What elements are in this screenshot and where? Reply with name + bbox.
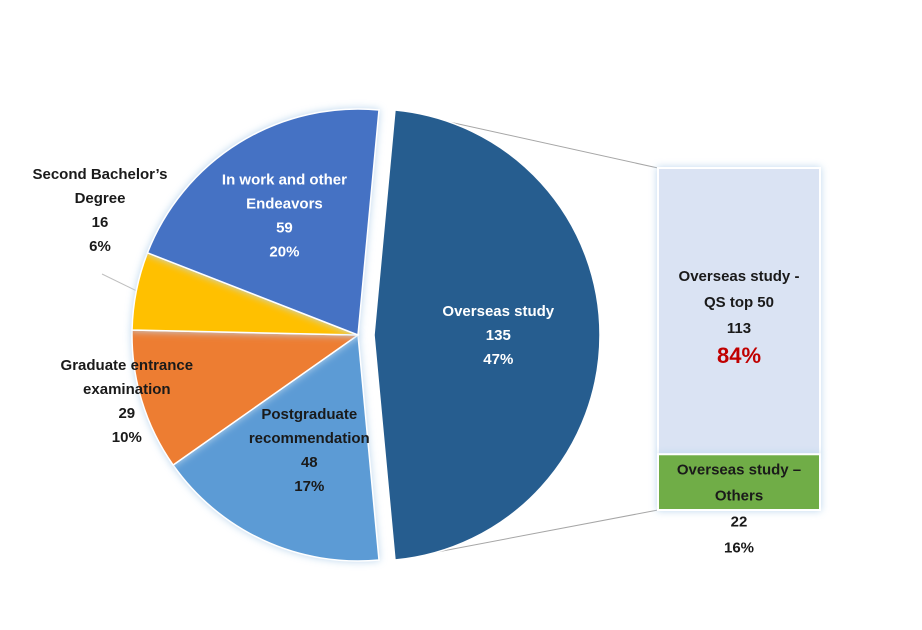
pie-slice-graduate-entrance-examination: [131, 329, 361, 467]
leader-line-second-bachelor: [101, 273, 137, 292]
pie-label-overseas-study: Overseas study 135 47%: [442, 303, 554, 368]
pie-slice-in-work-and-other-endeavors: [146, 108, 380, 337]
pie-label-postgraduate-recommendation: Postgraduate recommendation 48 17%: [249, 406, 370, 495]
pie-label-in-work-and-other-endeavors: In work and other Endeavors 59 20%: [222, 172, 347, 261]
pie-slice-postgraduate-recommendation: [172, 333, 380, 562]
bar-segment-overseas-study-others: [657, 453, 821, 511]
pie-slice-overseas-study: [373, 109, 601, 561]
pie-label-graduate-entrance-examination: Graduate entrance examination 29 10%: [61, 357, 194, 446]
bar-label-overseas-study-qs-top-50: Overseas study -QS top 50 113 84%: [679, 268, 800, 368]
pie-label-second-bachelors-degree: Second Bachelor’s Degree 16 6%: [32, 166, 167, 255]
bar-label-overseas-study-others: Overseas study – Others 22 16%: [677, 461, 801, 556]
bar-segment-overseas-study-qs-top-50: [657, 167, 821, 456]
